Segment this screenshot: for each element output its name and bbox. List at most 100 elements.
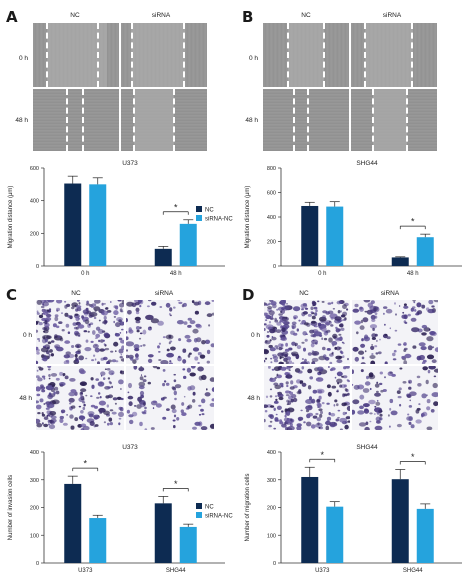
chartD-significance-label: * (411, 452, 415, 462)
panel-c-column-label-nc: NC (71, 290, 81, 297)
panel-a-row-label-48h: 48 h (15, 117, 28, 124)
panel-d-row-label-0h: 0 h (250, 332, 260, 339)
chartA-legend-label: siRNA-NC (205, 217, 233, 223)
chartA-legend-swatch-sirna-nc (196, 215, 202, 221)
chartB-bar-nc (391, 257, 409, 266)
panel-c-image-sirna-0h (126, 300, 214, 364)
chartB-y-tick-label: 400 (267, 215, 276, 221)
chartD-significance-label: * (320, 450, 324, 460)
chartA-bar-sirna-nc (89, 184, 107, 266)
stained-cells (264, 300, 349, 364)
chartC-legend-label: siRNA-NC (205, 514, 233, 520)
chartB-y-axis-label: Migration distance (μm) (245, 186, 251, 249)
chartA-bar-nc (154, 248, 172, 266)
panel-c-image-sirna-48h (126, 366, 214, 430)
panel-d-image-nc-48h (264, 366, 350, 430)
panel-a-column-label-sirna: siRNA (151, 12, 171, 19)
panel-a-image-nc-0h (33, 23, 119, 87)
stained-cells (126, 300, 214, 364)
panel-a-image-sirna-0h (121, 23, 207, 87)
panel-a-image-nc-48h (33, 89, 119, 151)
chartA-y-tick-label: 600 (30, 166, 39, 172)
chartA-y-tick-label: 0 (36, 264, 39, 270)
chartD-y-tick-label: 100 (267, 533, 276, 539)
chartC-x-tick-label: SHG44 (166, 568, 186, 574)
chartC-y-tick-label: 300 (30, 478, 39, 484)
panel-b-column-label-sirna: siRNA (382, 12, 402, 19)
chartA-legend-swatch-nc (196, 206, 202, 212)
chartC-significance-label: * (83, 459, 87, 469)
chartB-x-tick-label: 0 h (318, 271, 326, 277)
chartC-y-tick-label: 0 (36, 561, 39, 567)
chartA-x-tick-label: 48 h (170, 271, 182, 277)
chartD-bar-sirna-nc (416, 508, 434, 563)
panel-d-image-nc-0h (264, 300, 350, 364)
chartA-y-axis-label: Migration distance (μm) (8, 186, 14, 249)
chartD-y-tick-label: 200 (267, 506, 276, 512)
panel-letter-c: C (6, 286, 18, 304)
chartD-x-tick-label: U373 (315, 568, 330, 574)
panel-b-image-nc-48h (263, 89, 349, 151)
chartC-x-tick-label: U373 (78, 568, 93, 574)
chart-b-shg44-migration-distance: SHG44 Migration distance (μm) 0 200 400 600 80… (245, 160, 462, 277)
chartD-y-tick-label: 400 (267, 450, 276, 456)
panel-b-image-nc-0h (263, 23, 349, 87)
chartB-y-tick-label: 800 (267, 166, 276, 172)
chartC-legend-swatch-nc (196, 503, 202, 509)
chartD-y-tick-label: 0 (273, 561, 276, 567)
chartA-bar-nc (64, 183, 82, 266)
chartD-title: SHG44 (356, 444, 378, 451)
chartB-y-tick-label: 600 (267, 191, 276, 197)
chartA-y-tick-label: 200 (30, 231, 39, 237)
panel-d-column-label-sirna: siRNA (380, 290, 400, 297)
panel-b-column-label-nc: NC (301, 12, 311, 19)
panel-c-row-label-0h: 0 h (22, 332, 32, 339)
chart-c-number-of-invasion-cells: U373 Number of invasion cells 0 100 200 300 40… (8, 444, 233, 574)
chartC-y-tick-label: 100 (30, 533, 39, 539)
panel-b-image-sirna-48h (351, 89, 437, 151)
chartC-y-axis-label: Number of invasion cells (8, 475, 14, 540)
chartA-x-tick-label: 0 h (81, 271, 89, 277)
chartD-y-axis-label: Number of migration cells (245, 473, 251, 541)
panel-d-row-label-48h: 48 h (247, 395, 260, 402)
panel-b-image-sirna-0h (351, 23, 437, 87)
chartA-bar-sirna-nc (179, 223, 197, 266)
panel-c-row-label-48h: 48 h (19, 395, 32, 402)
panel-b-row-label-48h: 48 h (245, 117, 258, 124)
stained-cells (352, 300, 438, 364)
chartB-title: SHG44 (356, 160, 378, 167)
panel-d-column-label-nc: NC (299, 290, 309, 297)
panel-c-image-nc-48h (36, 366, 124, 430)
stained-cells (352, 366, 438, 430)
stained-cells (36, 300, 124, 364)
chartC-bar-sirna-nc (89, 518, 107, 563)
panel-b-row-label-0h: 0 h (248, 55, 258, 62)
chartA-legend-label: NC (205, 208, 214, 214)
panel-letter-b: B (242, 8, 254, 26)
chartB-y-tick-label: 0 (273, 264, 276, 270)
chartB-bar-nc (301, 205, 319, 266)
chartD-y-tick-label: 300 (267, 478, 276, 484)
chartA-title: U373 (122, 160, 138, 167)
chartB-significance-label: * (411, 217, 415, 227)
chartC-bar-sirna-nc (179, 526, 197, 563)
chartC-bar-nc (64, 483, 82, 563)
panel-c-column-label-sirna: siRNA (154, 290, 174, 297)
chartB-y-tick-label: 200 (267, 240, 276, 246)
panel-c-image-nc-0h (36, 300, 124, 364)
chartC-y-tick-label: 400 (30, 450, 39, 456)
panel-d-image-sirna-0h (352, 300, 438, 364)
panel-d-image-sirna-48h (352, 366, 438, 430)
chartB-bar-sirna-nc (416, 237, 434, 266)
panel-letter-d: D (242, 286, 255, 304)
chart-a-u373-migration-distance: U373 Migration distance (μm) 0 200 400 600 0 h… (8, 160, 233, 277)
chartC-legend-swatch-sirna-nc (196, 512, 202, 518)
chartC-title: U373 (122, 444, 138, 451)
chartC-y-tick-label: 200 (30, 506, 39, 512)
chartD-bar-nc (301, 476, 319, 563)
chartA-y-tick-label: 400 (30, 199, 39, 205)
chartD-bar-sirna-nc (326, 506, 344, 563)
chartD-x-tick-label: SHG44 (403, 568, 423, 574)
panel-letter-a: A (6, 8, 18, 26)
panel-a-row-label-0h: 0 h (18, 55, 28, 62)
